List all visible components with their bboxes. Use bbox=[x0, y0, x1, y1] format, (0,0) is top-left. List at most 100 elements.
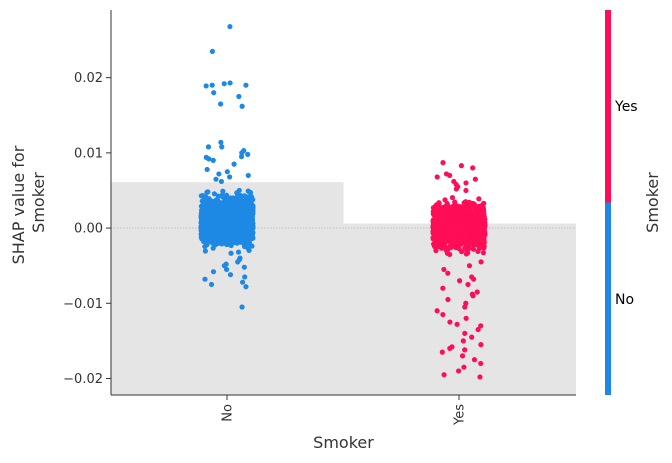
x-tick-label: No bbox=[221, 404, 236, 422]
point-no bbox=[243, 82, 249, 88]
point-no bbox=[198, 234, 204, 240]
point-no bbox=[220, 188, 226, 194]
y-axis-title-line-2: Smoker bbox=[29, 172, 48, 233]
point-no bbox=[208, 231, 214, 237]
y-tick-label: 0.00 bbox=[74, 222, 103, 237]
point-yes bbox=[452, 199, 458, 205]
point-no bbox=[203, 220, 209, 226]
point-yes bbox=[439, 232, 445, 238]
point-no bbox=[249, 233, 256, 239]
point-yes bbox=[443, 226, 449, 232]
point-yes bbox=[449, 207, 455, 214]
colorbar-yes-segment bbox=[605, 10, 611, 203]
point-no bbox=[212, 209, 218, 215]
point-no bbox=[211, 191, 218, 197]
point-no bbox=[199, 198, 205, 204]
point-no bbox=[198, 224, 204, 230]
point-no bbox=[223, 192, 230, 198]
point-yes bbox=[455, 368, 462, 374]
point-yes bbox=[448, 244, 454, 250]
point-no bbox=[226, 207, 232, 213]
colorbar: Yes No Smoker bbox=[605, 10, 662, 395]
point-yes bbox=[462, 230, 468, 236]
x-axis-ticks: No Yes bbox=[221, 395, 468, 426]
point-no bbox=[240, 234, 246, 240]
point-no bbox=[231, 209, 237, 216]
point-yes bbox=[475, 248, 481, 255]
point-no bbox=[209, 204, 216, 211]
point-yes bbox=[474, 227, 480, 234]
point-no bbox=[228, 202, 234, 208]
point-yes bbox=[461, 364, 467, 370]
point-no bbox=[245, 151, 251, 157]
point-no bbox=[217, 101, 224, 107]
point-yes bbox=[461, 207, 467, 213]
histogram-background bbox=[111, 182, 576, 395]
point-no bbox=[234, 240, 240, 246]
point-no bbox=[248, 198, 254, 204]
x-tick-label: Yes bbox=[453, 404, 468, 426]
point-yes bbox=[440, 311, 446, 318]
colorbar-label-no: No bbox=[615, 292, 634, 308]
point-no bbox=[229, 216, 236, 222]
point-yes bbox=[474, 234, 480, 240]
point-no bbox=[209, 82, 215, 88]
point-yes bbox=[445, 203, 451, 209]
point-yes bbox=[480, 250, 487, 256]
point-no bbox=[247, 189, 254, 196]
point-no bbox=[228, 242, 234, 249]
point-yes bbox=[470, 232, 476, 238]
point-yes bbox=[440, 215, 446, 222]
point-no bbox=[240, 220, 246, 227]
point-no bbox=[233, 214, 240, 220]
point-yes bbox=[452, 222, 458, 228]
point-yes bbox=[477, 374, 483, 380]
point-yes bbox=[442, 245, 448, 251]
point-yes bbox=[476, 214, 482, 220]
point-yes bbox=[453, 186, 459, 192]
point-no bbox=[222, 230, 228, 236]
y-axis-title-line-1: SHAP value for bbox=[9, 145, 28, 264]
point-yes bbox=[459, 353, 466, 359]
point-yes bbox=[463, 315, 469, 321]
point-no bbox=[246, 237, 252, 244]
scatter-points bbox=[198, 23, 488, 380]
point-no bbox=[223, 212, 230, 218]
point-yes bbox=[454, 321, 460, 327]
point-yes bbox=[435, 220, 441, 226]
point-yes bbox=[454, 236, 460, 243]
point-yes bbox=[478, 323, 484, 329]
point-yes bbox=[456, 278, 463, 284]
point-no bbox=[223, 266, 230, 273]
point-yes bbox=[470, 200, 476, 207]
point-no bbox=[213, 176, 219, 182]
point-no bbox=[200, 229, 206, 235]
point-no bbox=[248, 217, 254, 224]
point-no bbox=[204, 239, 210, 245]
point-no bbox=[222, 202, 228, 208]
colorbar-no-segment bbox=[605, 202, 611, 395]
point-yes bbox=[447, 172, 453, 179]
point-yes bbox=[463, 187, 469, 194]
point-yes bbox=[445, 296, 451, 303]
point-no bbox=[208, 281, 215, 288]
point-no bbox=[205, 144, 212, 150]
point-no bbox=[246, 247, 252, 253]
point-no bbox=[235, 197, 241, 203]
point-no bbox=[198, 193, 204, 199]
point-yes bbox=[472, 176, 478, 182]
point-no bbox=[209, 48, 215, 54]
point-yes bbox=[434, 207, 440, 213]
point-yes bbox=[463, 180, 469, 186]
colorbar-label-yes: Yes bbox=[614, 99, 638, 115]
point-yes bbox=[441, 266, 447, 273]
point-no bbox=[224, 169, 230, 175]
point-no bbox=[219, 234, 225, 240]
point-yes bbox=[459, 225, 465, 231]
point-yes bbox=[449, 236, 455, 242]
point-yes bbox=[478, 360, 484, 367]
point-yes bbox=[440, 285, 446, 291]
point-no bbox=[221, 81, 227, 87]
y-tick-label: −0.02 bbox=[63, 372, 103, 387]
